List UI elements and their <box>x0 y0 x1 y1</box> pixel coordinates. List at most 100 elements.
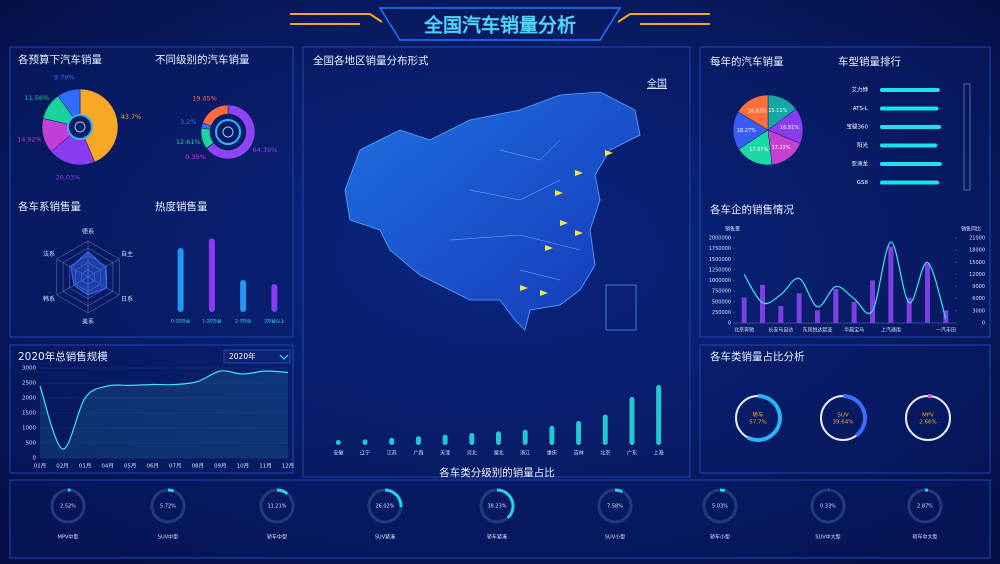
slice-label: 16.81% <box>780 125 799 131</box>
bar <box>415 436 421 445</box>
radar-label: 美系 <box>82 318 94 326</box>
gauge-label: 轿车 <box>752 411 764 419</box>
line <box>743 241 947 320</box>
panel-title: 各车系销售量 <box>18 200 81 213</box>
gauge-label: MPV中型 <box>58 534 79 541</box>
x-tick-label: 0-10万台 <box>171 318 191 325</box>
x-tick-label: 07月 <box>169 463 182 470</box>
gauge-arc <box>843 394 867 438</box>
x-tick-label: 北京 <box>600 450 610 457</box>
radar-label: 韩系 <box>43 295 55 303</box>
y-tick-label: ATS-L <box>853 106 869 112</box>
gauge-label: SUV中大型 <box>815 534 840 541</box>
x-tick-label: 浙江 <box>520 450 530 457</box>
gauge-label: MPV <box>922 413 934 419</box>
year-selector[interactable] <box>223 349 291 364</box>
gauge-arc <box>928 394 932 399</box>
slice-label: 17.97% <box>749 147 768 153</box>
x-tick-label: 重庆 <box>547 450 557 457</box>
y-tick-label: 亚洲龙 <box>851 160 868 168</box>
slice-label: 11.56% <box>24 94 49 102</box>
y-tick-label: 1250000 <box>709 267 731 273</box>
year-selector-label: 2020年 <box>229 351 256 361</box>
panel <box>9 344 294 474</box>
bar <box>469 433 475 445</box>
y-tick-label: 250000 <box>712 310 731 316</box>
gauge-label: 轿车中型 <box>267 534 287 541</box>
x-tick-label: 辽宁 <box>360 450 370 457</box>
bar <box>362 439 368 445</box>
bar <box>576 421 582 445</box>
gauge-value: 0.33% <box>820 504 836 510</box>
bar <box>925 263 930 323</box>
slice-label: 20.03% <box>56 174 81 182</box>
panel-title: 各车类销量占比分析 <box>710 350 805 363</box>
gauge-value: 39.64% <box>833 420 854 426</box>
radar-label: 自主 <box>121 250 133 258</box>
map-link[interactable]: 全国 <box>647 77 667 90</box>
y-tick-label: GS8 <box>857 180 869 186</box>
gauge-arc <box>168 488 175 493</box>
x-tick-label: 河北 <box>467 450 477 457</box>
slice-label: 19.45% <box>192 94 217 102</box>
x-tick-label: 08月 <box>192 463 205 470</box>
panel <box>9 46 294 338</box>
y-tick-label: 2000000 <box>709 236 731 242</box>
bar <box>389 437 395 445</box>
gauge-value: 7.58% <box>607 504 623 510</box>
y-tick-label: 0 <box>33 456 37 462</box>
y2-tick-label: 0 <box>982 321 985 327</box>
gauge-label: 轿车中大型 <box>912 534 937 541</box>
bar <box>177 248 184 312</box>
map <box>344 91 641 331</box>
gauge-label: SUV紧凑 <box>375 534 395 541</box>
bar <box>271 284 278 312</box>
y-tick-label: 500000 <box>712 299 731 305</box>
panel-title: 车型销量排行 <box>838 55 901 68</box>
bar <box>880 106 939 111</box>
radar-axis <box>87 276 120 296</box>
bar <box>778 306 784 323</box>
bar <box>815 310 820 323</box>
x-tick-label: 东风悦达起亚 <box>802 327 832 334</box>
y-tick-label: 艾力绅 <box>851 86 868 94</box>
x-tick-label: 广东 <box>627 450 637 457</box>
bar <box>442 434 448 445</box>
slice-label: 14.92% <box>17 135 42 143</box>
y2-tick-label: 3000 <box>972 308 985 314</box>
panel <box>9 479 991 559</box>
x-tick-label: 上汽通用 <box>881 327 901 334</box>
gauge-label: SUV小型 <box>605 534 625 541</box>
y-axis-title: 销售量 <box>725 226 740 233</box>
y-tick-label: 1000000 <box>709 278 731 284</box>
gauge-value: 2.52% <box>60 504 76 510</box>
china-map <box>344 91 641 331</box>
y2-tick-label: 15000 <box>969 260 985 266</box>
gauge-value: 5.72% <box>160 504 176 510</box>
bar <box>851 301 857 323</box>
y-tick-label: 宝骏360 <box>847 123 869 131</box>
y-tick-label: 750000 <box>712 289 731 295</box>
y-tick-label: 阳光 <box>857 141 869 149</box>
x-tick-label: 安徽 <box>333 450 343 457</box>
gauge-arc <box>277 488 289 495</box>
x-tick-label: 2-3万台 <box>235 318 252 325</box>
y-tick-label: 500 <box>26 441 37 447</box>
bar <box>208 238 215 312</box>
panel-title: 全国各地区销量分布形式 <box>313 54 429 67</box>
pie-hole <box>215 119 241 145</box>
bar <box>888 246 894 323</box>
area-line <box>39 370 289 450</box>
pie-core <box>222 126 234 138</box>
x-tick-label: 01月 <box>79 463 92 470</box>
gauge-arc <box>746 394 782 442</box>
bar <box>656 385 662 445</box>
pie-slice <box>206 104 256 160</box>
pie-hole <box>67 114 93 140</box>
y-tick-label: 0 <box>728 321 731 327</box>
gauge-value: 2.87% <box>917 504 933 510</box>
y2-tick-label: 21000 <box>969 236 985 242</box>
bar <box>549 425 555 445</box>
bar <box>240 280 247 312</box>
